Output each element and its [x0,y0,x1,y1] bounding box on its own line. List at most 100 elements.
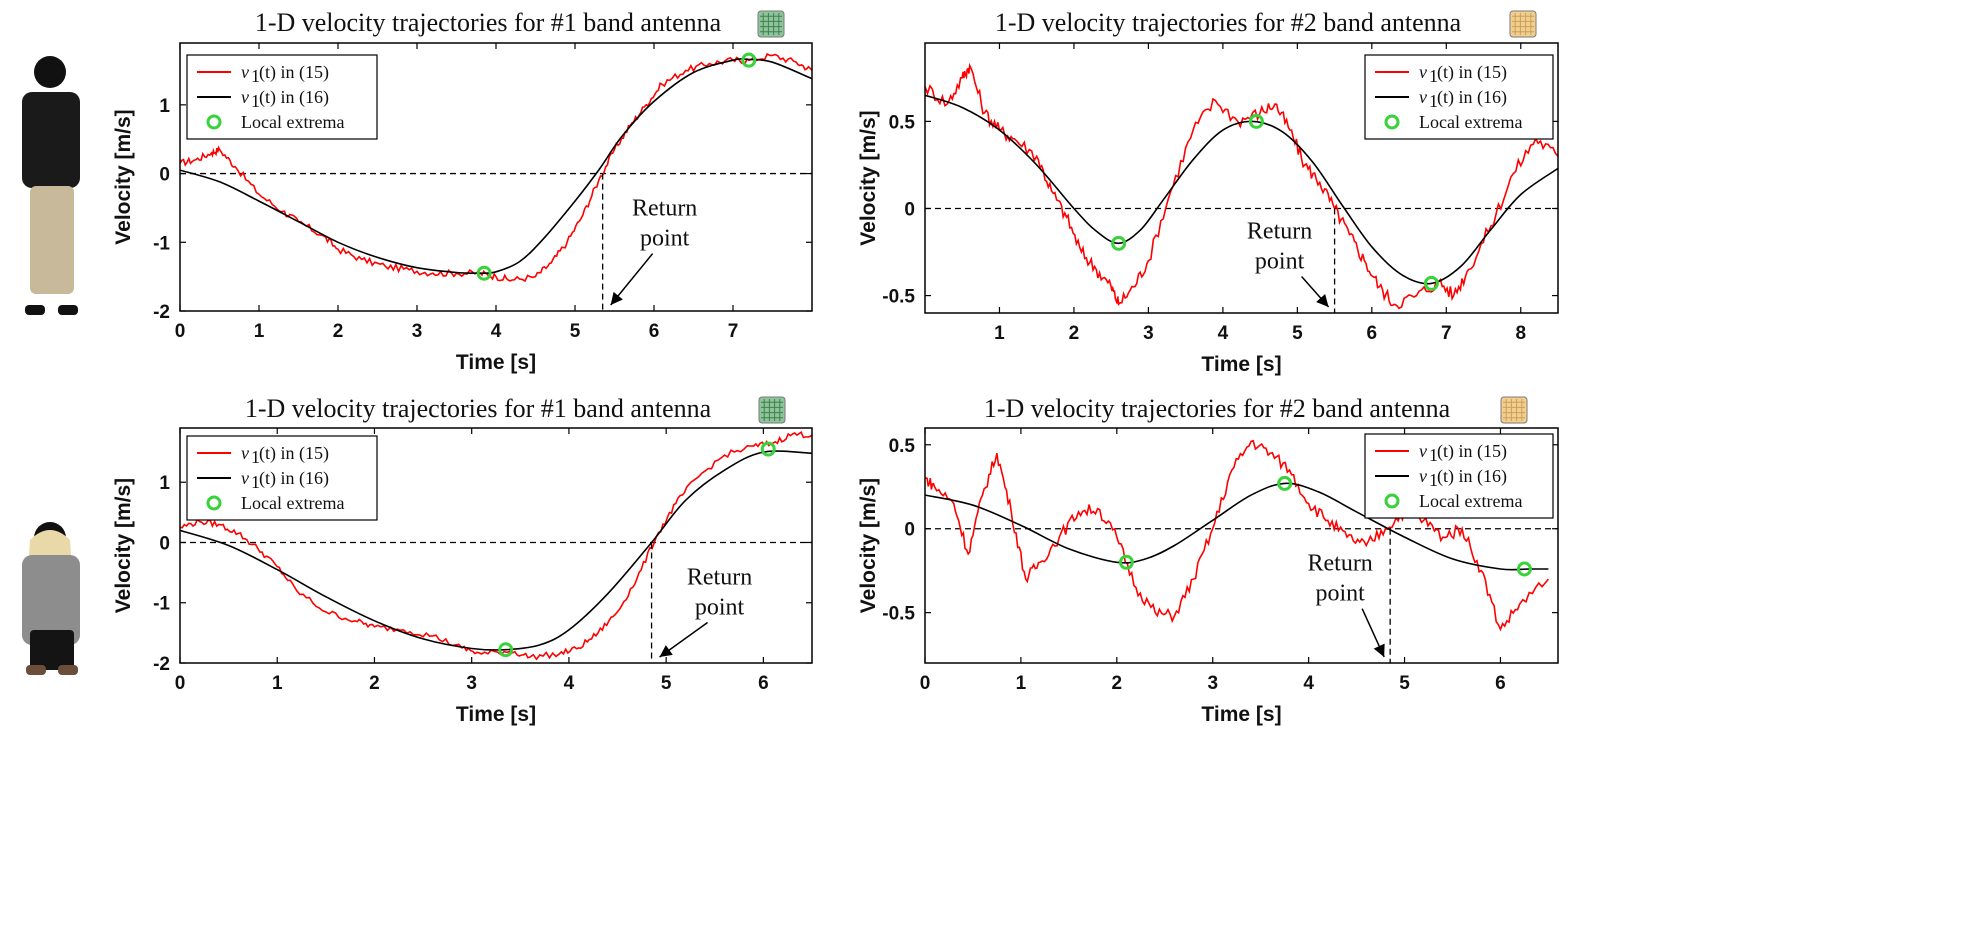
return-point-label: Return [687,564,752,590]
chart-panel-2: 1-D velocity trajectories for #2 band an… [857,8,1559,376]
chart-panel-4: 1-D velocity trajectories for #2 band an… [857,394,1559,726]
series-line-v1-eq16 [925,94,1558,285]
plot-area [925,62,1558,310]
legend-label-rest: (t) in (15) [1437,62,1507,83]
y-tick-label: 0.5 [889,112,916,133]
x-tick-label: 0 [175,673,186,694]
y-tick-label: 0 [904,520,915,541]
legend-label-rest: (t) in (16) [259,468,329,489]
antenna-2-icon [1509,10,1537,38]
antenna-2-icon [1500,396,1528,424]
x-tick-label: 3 [1207,673,1218,694]
legend-label-subscript: 1 [251,66,260,86]
antenna-icon-body [1500,396,1528,424]
x-axis-label: Time [s] [456,351,536,374]
return-point-arrowhead [610,291,623,305]
legend-label-rest: (t) in (16) [259,87,329,108]
legend-label-subscript: 1 [1429,470,1438,490]
axes-box [924,427,1559,664]
legend-label: Local extrema [1419,491,1522,511]
extrema-marker [1277,475,1293,491]
x-tick-label: 4 [491,321,502,342]
extrema-marker [1111,235,1127,251]
series-line-v1-eq15 [925,439,1550,632]
legend-marker [206,114,222,130]
y-tick-label: 1 [159,473,170,494]
legend-marker [1384,493,1400,509]
legend-label: Local extrema [1419,112,1522,132]
y-tick-label: -2 [153,654,170,675]
extrema-marker [741,52,757,68]
antenna-icon-body [757,10,785,38]
antenna-1-icon [758,396,786,424]
series-line-v1-eq16 [925,482,1549,571]
legend-label-rest: (t) in (15) [259,62,329,83]
antenna-1-icon [757,10,785,38]
antenna-icon-body [1509,10,1537,38]
y-tick-label: 0 [159,533,170,554]
y-tick-label: 1 [159,96,170,117]
chart-panel-1: 1-D velocity trajectories for #1 band an… [112,8,813,374]
x-tick-label: 6 [649,321,660,342]
x-tick-label: 5 [661,673,672,694]
axes-box [924,42,1559,314]
legend-label: Local extrema [241,493,344,513]
legend-label: v [1419,441,1427,461]
chart-title: 1-D velocity trajectories for #1 band an… [255,8,722,37]
series-line-v1-eq16 [180,450,812,651]
legend-label: Local extrema [241,112,344,132]
y-axis-label: Velocity [m/s] [857,110,880,245]
x-tick-label: 1 [254,321,265,342]
x-tick-label: 1 [994,323,1005,344]
return-point-label: Return [1307,551,1372,577]
series-line-v1-eq16 [180,58,812,275]
legend-label: v [241,468,249,488]
x-tick-label: 1 [272,673,283,694]
person-1-photo [22,56,80,315]
legend-label-subscript: 1 [251,447,260,467]
return-point-label: Return [632,196,697,222]
x-tick-label: 5 [1292,323,1303,344]
y-tick-label: -1 [153,233,170,254]
x-tick-label: 2 [1112,673,1123,694]
return-point-arrowhead [1373,643,1385,657]
axes-box [179,427,813,664]
return-point-label: point [1255,248,1305,274]
legend-label-rest: (t) in (16) [1437,466,1507,487]
plot-area [180,52,812,283]
legend-label-subscript: 1 [1429,66,1438,86]
y-axis-label: Velocity [m/s] [112,478,135,613]
y-tick-label: -0.5 [882,604,915,625]
y-tick-label: 0 [159,165,170,186]
legend-label: v [1419,62,1427,82]
chart-panel-3: 1-D velocity trajectories for #1 band an… [112,394,813,726]
legend-label: v [1419,466,1427,486]
x-tick-label: 7 [1441,323,1452,344]
plot-area [925,439,1550,632]
legend: v 1 (t) in (15)v 1 (t) in (16)Local extrema [186,435,378,521]
legend-label-rest: (t) in (15) [1437,441,1507,462]
extrema-marker [1516,561,1532,577]
x-tick-label: 3 [1143,323,1154,344]
y-tick-label: -1 [153,594,170,615]
legend: v 1 (t) in (15)v 1 (t) in (16)Local extrema [186,54,378,140]
legend-label: v [1419,87,1427,107]
extrema-marker [1248,113,1264,129]
x-tick-label: 4 [564,673,575,694]
legend-marker [206,495,222,511]
legend-marker [1384,114,1400,130]
x-axis-label: Time [s] [1201,353,1281,376]
legend-label-rest: (t) in (16) [1437,87,1507,108]
legend-label-rest: (t) in (15) [259,443,329,464]
legend-label-subscript: 1 [1429,445,1438,465]
extrema-marker [1118,554,1134,570]
x-tick-label: 0 [175,321,186,342]
legend-label-subscript: 1 [251,472,260,492]
return-point-arrowhead [1316,294,1329,307]
extrema-marker [498,642,514,658]
x-tick-label: 7 [728,321,739,342]
extrema-marker [1423,275,1439,291]
return-point-label: Return [1247,218,1312,244]
legend-label-subscript: 1 [251,91,260,111]
